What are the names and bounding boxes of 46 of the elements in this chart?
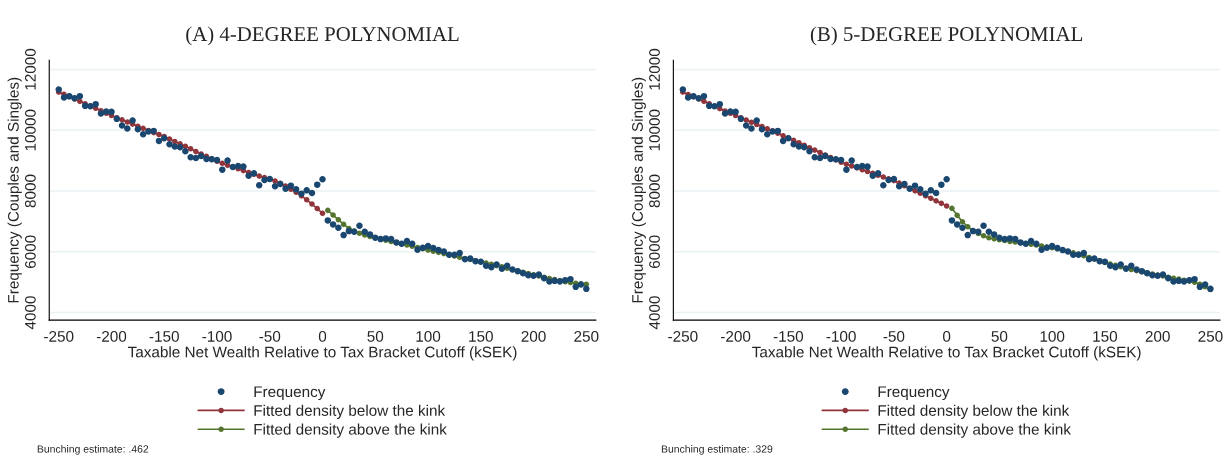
legend-label: Fitted density above the kink <box>878 423 1071 438</box>
x-tick-label: 0 <box>942 330 951 342</box>
x-tick-label: -100 <box>202 330 232 342</box>
y-tick-label: 4000 <box>24 296 36 330</box>
x-tick-label: -250 <box>44 330 74 342</box>
y-tick-label: 10000 <box>24 109 36 151</box>
x-tick-label: -200 <box>721 330 751 342</box>
chart-title: (B) 5-DEGREE POLYNOMIAL <box>810 26 1083 46</box>
x-tick-label: -250 <box>668 330 698 342</box>
y-axis-title: Frequency (Couples and Singles) <box>7 77 22 303</box>
x-tick-label: 250 <box>1198 330 1223 342</box>
x-tick-label: -100 <box>826 330 856 342</box>
x-tick-label: 50 <box>367 330 384 342</box>
y-tick-label: 6000 <box>24 235 36 268</box>
y-tick-label: 8000 <box>649 174 660 208</box>
x-tick-label: -150 <box>149 330 179 342</box>
y-axis-title: Frequency (Couples and Singles) <box>631 77 646 303</box>
x-tick-label: 0 <box>318 330 327 342</box>
x-tick-label: -200 <box>96 330 127 342</box>
y-tick-label: 12000 <box>649 48 660 90</box>
chart-title: (A) 4-DEGREE POLYNOMIAL <box>186 26 459 46</box>
text: Bunching estimate: .462 <box>37 445 149 455</box>
legend-label: Fitted density above the kink <box>254 423 447 438</box>
legend-label: Frequency <box>254 386 326 401</box>
x-tick-label: 150 <box>469 330 493 342</box>
legend-label: Frequency <box>878 386 950 401</box>
y-tick-label: 6000 <box>649 235 660 268</box>
x-tick-label: 250 <box>574 330 599 342</box>
legend-label: Fitted density below the kink <box>878 404 1070 419</box>
y-tick-label: 10000 <box>649 109 660 151</box>
y-tick-label: 4000 <box>649 296 660 330</box>
x-tick-label: 200 <box>1145 330 1170 342</box>
x-tick-label: -150 <box>773 330 804 342</box>
x-tick-label: -50 <box>883 330 905 342</box>
y-tick-label: 8000 <box>24 174 36 208</box>
y-tick-label: 12000 <box>24 48 36 90</box>
text: Bunching estimate: .329 <box>661 445 773 455</box>
x-axis-title: Taxable Net Wealth Relative to Tax Bracket Cutoff (kSEK) <box>127 346 517 361</box>
x-axis-title: Taxable Net Wealth Relative to Tax Bracket Cutoff (kSEK) <box>752 346 1141 361</box>
legend-label: Fitted density below the kink <box>254 404 446 419</box>
x-tick-label: -50 <box>259 330 281 342</box>
x-tick-label: 100 <box>416 330 441 342</box>
x-tick-label: 150 <box>1093 330 1118 342</box>
x-tick-label: 50 <box>991 330 1008 342</box>
x-tick-label: 200 <box>521 330 546 342</box>
x-tick-label: 100 <box>1040 330 1065 342</box>
